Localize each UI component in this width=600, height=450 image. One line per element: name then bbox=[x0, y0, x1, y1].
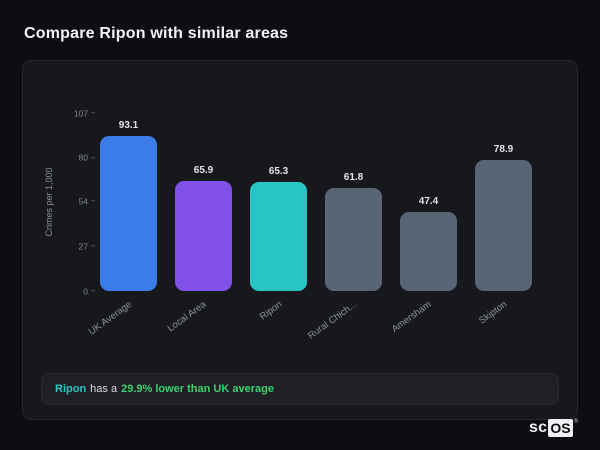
note-connector-text: has a bbox=[90, 383, 118, 395]
y-tick-label: 107 bbox=[74, 109, 97, 118]
bar-group: 61.8 bbox=[325, 113, 382, 291]
x-axis-labels: UK Average Local Area Ripon Rural Chich... A… bbox=[86, 291, 535, 363]
x-axis-label: Skipton bbox=[476, 299, 509, 327]
bar-group: 78.9 bbox=[475, 113, 532, 291]
note-stat: 29.9% lower than UK average bbox=[121, 383, 274, 395]
bar-value-label: 47.4 bbox=[418, 196, 439, 208]
bar-value-label: 93.1 bbox=[118, 120, 139, 132]
bar-value-label: 78.9 bbox=[493, 143, 514, 155]
logo-text-sc: sc bbox=[528, 418, 548, 436]
y-tick-label: 80 bbox=[79, 154, 97, 163]
scos-logo: sc OS ® bbox=[528, 418, 578, 437]
y-tick-label: 54 bbox=[79, 197, 97, 206]
y-tick-mark bbox=[91, 245, 95, 247]
chart-card: Crimes per 1,000 0 27 54 80 107 93.1 65.9 65.3… bbox=[22, 60, 578, 420]
bar bbox=[250, 182, 307, 291]
bar-group: 65.9 bbox=[175, 113, 232, 291]
page-title: Compare Ripon with similar areas bbox=[24, 25, 289, 42]
bar-group: 93.1 bbox=[100, 113, 157, 291]
x-axis-label: UK Average bbox=[86, 299, 134, 338]
bar-group: 47.4 bbox=[400, 113, 457, 291]
y-tick-mark bbox=[91, 200, 95, 202]
bar bbox=[400, 212, 457, 291]
bar bbox=[325, 188, 382, 291]
bar bbox=[100, 136, 157, 291]
bar-value-label: 65.9 bbox=[193, 165, 214, 177]
y-tick-mark bbox=[91, 112, 95, 114]
y-tick-mark bbox=[91, 290, 95, 292]
x-axis-label: Amersham bbox=[390, 299, 434, 335]
bar-series: 93.1 65.9 65.3 61.8 47.4 78.9 bbox=[97, 113, 535, 291]
comparison-note: Ripon has a 29.9% lower than UK average bbox=[41, 373, 559, 405]
y-tick-mark bbox=[91, 157, 95, 159]
note-subject: Ripon bbox=[55, 383, 87, 395]
bar-value-label: 65.3 bbox=[268, 166, 289, 178]
chart-plot-area: Crimes per 1,000 0 27 54 80 107 93.1 65.9 65.3… bbox=[44, 109, 535, 342]
y-axis-title: Crimes per 1,000 bbox=[44, 167, 54, 237]
bar bbox=[475, 159, 532, 291]
x-axis-label: Rural Chich... bbox=[305, 299, 359, 342]
x-axis-label: Ripon bbox=[257, 299, 284, 323]
registered-trademark-icon: ® bbox=[573, 418, 578, 425]
bar bbox=[175, 181, 232, 291]
y-tick-label: 27 bbox=[79, 242, 97, 251]
bar-value-label: 61.8 bbox=[343, 172, 364, 184]
logo-text-os: OS bbox=[548, 418, 573, 437]
x-axis-label: Local Area bbox=[166, 299, 209, 335]
bar-group: 65.3 bbox=[250, 113, 307, 291]
y-tick-label: 0 bbox=[83, 287, 97, 296]
